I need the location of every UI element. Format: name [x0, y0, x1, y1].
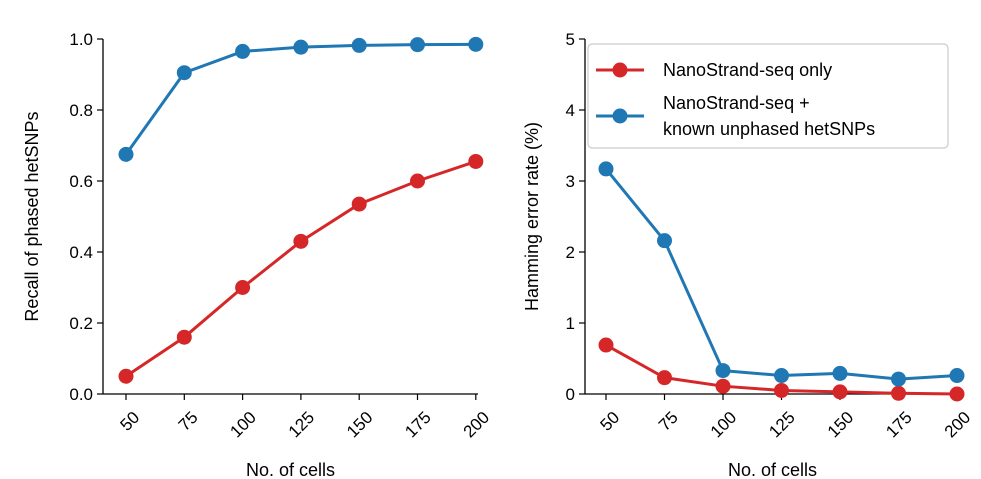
- hamming-x-tick-label: 100: [707, 408, 740, 441]
- hamming-data-point: [949, 368, 965, 384]
- hamming-y-tick-label: 3: [566, 172, 575, 191]
- recall-data-point: [293, 39, 309, 55]
- recall-x-tick-label: 50: [116, 408, 143, 435]
- recall-x-axis-title: No. of cells: [246, 460, 335, 479]
- recall-data-point: [176, 329, 192, 345]
- recall-data-point: [468, 36, 484, 52]
- legend-marker-nanostrand-plus: [612, 108, 628, 124]
- recall-data-point: [410, 37, 425, 53]
- recall-y-tick-label: 0.8: [69, 101, 93, 120]
- recall-y-tick-label: 0.4: [69, 243, 93, 262]
- recall-data-point: [293, 233, 309, 249]
- legend-frame: [587, 43, 949, 149]
- hamming-data-point: [832, 365, 848, 381]
- hamming-data-point: [774, 368, 789, 384]
- hamming-x-tick-label: 150: [824, 408, 857, 441]
- recall-x-tick-label: 100: [226, 408, 259, 441]
- hamming-data-point: [657, 370, 672, 386]
- hamming-x-tick-label: 175: [882, 408, 915, 441]
- hamming-x-tick-label: 200: [941, 408, 974, 441]
- recall-y-axis-title: Recall of phased hetSNPs: [22, 111, 42, 321]
- hamming-data-point: [891, 371, 906, 387]
- legend-label-nanostrand-only: NanoStrand-seq only: [663, 60, 832, 80]
- recall-data-point: [118, 368, 134, 384]
- recall-series-line: [124, 42, 476, 156]
- recall-x-tick-label: 200: [460, 408, 493, 441]
- recall-data-point: [235, 280, 251, 295]
- hamming-x-tick-label: 75: [655, 408, 682, 435]
- recall-chart: 0.0 0.2 0.4 0.6 0.8 1.0 50 75 100 125 150 175 200 No.…: [22, 30, 493, 479]
- hamming-y-tick-label: 5: [566, 30, 575, 49]
- recall-y-tick-label: 0.2: [69, 314, 93, 333]
- recall-y-tick-label: 0.6: [69, 172, 93, 191]
- hamming-data-point: [949, 386, 965, 402]
- recall-data-point: [235, 43, 251, 59]
- recall-data-point: [176, 65, 192, 81]
- recall-x-tick-label: 150: [343, 408, 376, 441]
- recall-data-point: [351, 37, 367, 53]
- recall-series-line: [125, 160, 477, 378]
- hamming-data-point: [598, 337, 614, 353]
- recall-x-tick-label: 125: [285, 408, 318, 441]
- recall-y-tick-label: 1.0: [69, 30, 93, 49]
- hamming-y-axis-title: Hamming error rate (%): [522, 122, 542, 311]
- hamming-y-tick-label: 2: [566, 243, 575, 262]
- hamming-data-point: [774, 382, 789, 398]
- hamming-x-tick-label: 125: [765, 408, 798, 441]
- recall-y-tick-label: 0.0: [69, 385, 93, 404]
- recall-x-tick-label: 75: [175, 408, 202, 435]
- hamming-y-tick-label: 0: [566, 385, 575, 404]
- hamming-data-point: [598, 161, 614, 177]
- hamming-x-tick-label: 50: [596, 408, 623, 435]
- hamming-series-line: [604, 167, 958, 381]
- hamming-x-axis-title: No. of cells: [728, 460, 817, 479]
- legend-marker-nanostrand-only: [612, 62, 628, 78]
- hamming-data-point: [832, 384, 848, 400]
- legend-label-nanostrand-plus-line1: NanoStrand-seq +: [663, 93, 810, 113]
- legend: NanoStrand-seq only NanoStrand-seq + kno…: [587, 43, 949, 149]
- recall-data-point: [118, 146, 134, 162]
- hamming-data-point: [715, 378, 731, 394]
- recall-data-point: [410, 173, 425, 189]
- recall-data-point: [468, 153, 484, 169]
- hamming-y-tick-label: 4: [566, 101, 575, 120]
- recall-x-tick-label: 175: [401, 408, 434, 441]
- legend-label-nanostrand-plus-line2: known unphased hetSNPs: [663, 119, 875, 139]
- hamming-y-tick-label: 1: [566, 314, 575, 333]
- recall-data-point: [351, 196, 367, 212]
- hamming-data-point: [891, 385, 906, 401]
- hamming-data-point: [657, 233, 672, 249]
- hamming-data-point: [715, 363, 731, 379]
